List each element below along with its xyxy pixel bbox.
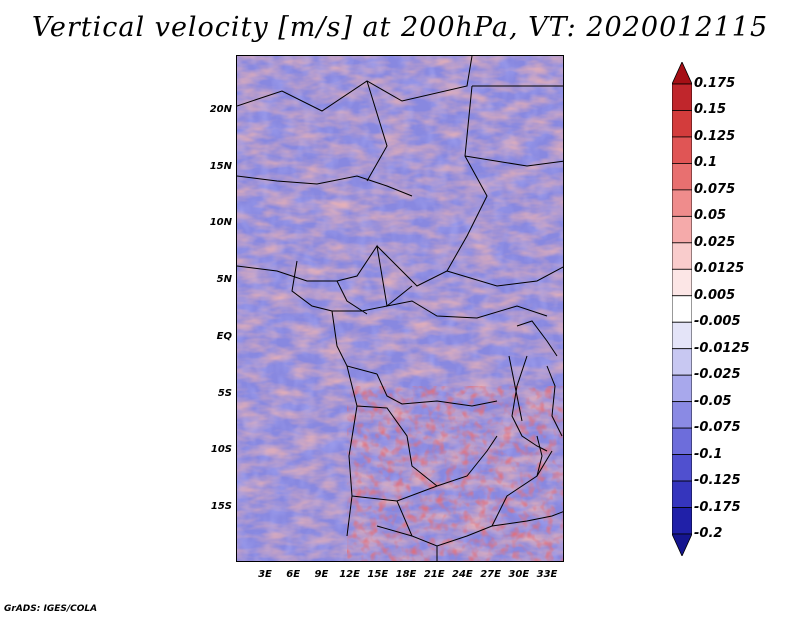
lon-label-6e: 6E — [286, 569, 301, 580]
colorbar-min-arrow — [672, 533, 692, 556]
colorbar-tick-label: 0.025 — [694, 234, 736, 250]
colorbar-segment — [672, 163, 692, 191]
map-plot-area — [236, 55, 564, 562]
colorbar-tick-label: -0.0125 — [694, 340, 750, 356]
velocity-field-map — [237, 56, 563, 561]
colorbar-segment — [672, 189, 692, 217]
colorbar-segment — [672, 401, 692, 429]
colorbar-tick-label: 0.1 — [694, 155, 718, 171]
colorbar — [672, 62, 692, 556]
lon-label-30e: 30E — [508, 569, 530, 580]
colorbar-segment — [672, 136, 692, 164]
colorbar-max-arrow — [672, 62, 692, 85]
field-strong-updraft-region — [347, 386, 563, 561]
colorbar-segment — [672, 348, 692, 376]
country-boundaries — [237, 56, 563, 561]
lon-label-3e: 3E — [258, 569, 272, 580]
colorbar-tick-label: 0.15 — [694, 102, 727, 118]
lon-label-12e: 12E — [339, 569, 360, 580]
colorbar-tick-label: -0.075 — [694, 420, 741, 436]
colorbar-tick-label: -0.025 — [694, 367, 741, 383]
lon-label-18e: 18E — [395, 569, 417, 580]
colorbar-segment — [672, 268, 692, 297]
grads-credit: GrADS: IGES/COLA — [4, 604, 98, 614]
lat-label-15s: 15S — [210, 500, 232, 512]
lat-label-5s: 5S — [217, 387, 232, 399]
colorbar-tick-label: -0.005 — [694, 314, 741, 330]
colorbar-tick-label: 0.075 — [694, 181, 736, 197]
colorbar-segment — [672, 507, 692, 535]
lat-label-10s: 10S — [210, 444, 232, 456]
colorbar-segment — [672, 321, 692, 350]
colorbar-tick-label: 0.005 — [694, 287, 736, 303]
lat-label-15n: 15N — [209, 160, 232, 172]
colorbar-segment — [672, 374, 692, 403]
lon-label-9e: 9E — [314, 569, 329, 580]
colorbar-tick-label: -0.1 — [694, 446, 723, 462]
lat-label-10n: 10N — [209, 217, 232, 229]
colorbar-tick-label: -0.125 — [694, 473, 741, 489]
colorbar-segment — [672, 83, 692, 111]
lat-label-20n: 20N — [209, 104, 232, 115]
colorbar-segment — [672, 454, 692, 482]
lon-label-27e: 27E — [480, 569, 501, 580]
lon-label-33e: 33E — [536, 569, 558, 580]
colorbar-segment — [672, 242, 692, 270]
colorbar-tick-label: 0.05 — [694, 208, 727, 224]
chart-title: Vertical velocity [m/s] at 200hPa, VT: 2… — [31, 12, 769, 43]
colorbar-segment — [672, 110, 692, 138]
colorbar-tick-label: 0.0125 — [694, 261, 745, 277]
lon-label-21e: 21E — [423, 569, 445, 580]
colorbar-tick-label: 0.125 — [694, 128, 736, 144]
colorbar-segment — [672, 427, 692, 455]
colorbar-tick-label: -0.2 — [694, 526, 723, 541]
lat-label-5n: 5N — [216, 274, 232, 286]
colorbar-segment — [672, 295, 692, 323]
colorbar-segment — [672, 215, 692, 244]
lat-label-eq: EQ — [216, 330, 232, 342]
colorbar-tick-label: 0.175 — [694, 76, 736, 91]
lon-label-24e: 24E — [452, 569, 473, 580]
colorbar-segment — [672, 480, 692, 508]
colorbar-tick-label: -0.05 — [694, 393, 732, 409]
colorbar-tick-label: -0.175 — [694, 499, 741, 515]
lon-label-15e: 15E — [367, 569, 389, 580]
